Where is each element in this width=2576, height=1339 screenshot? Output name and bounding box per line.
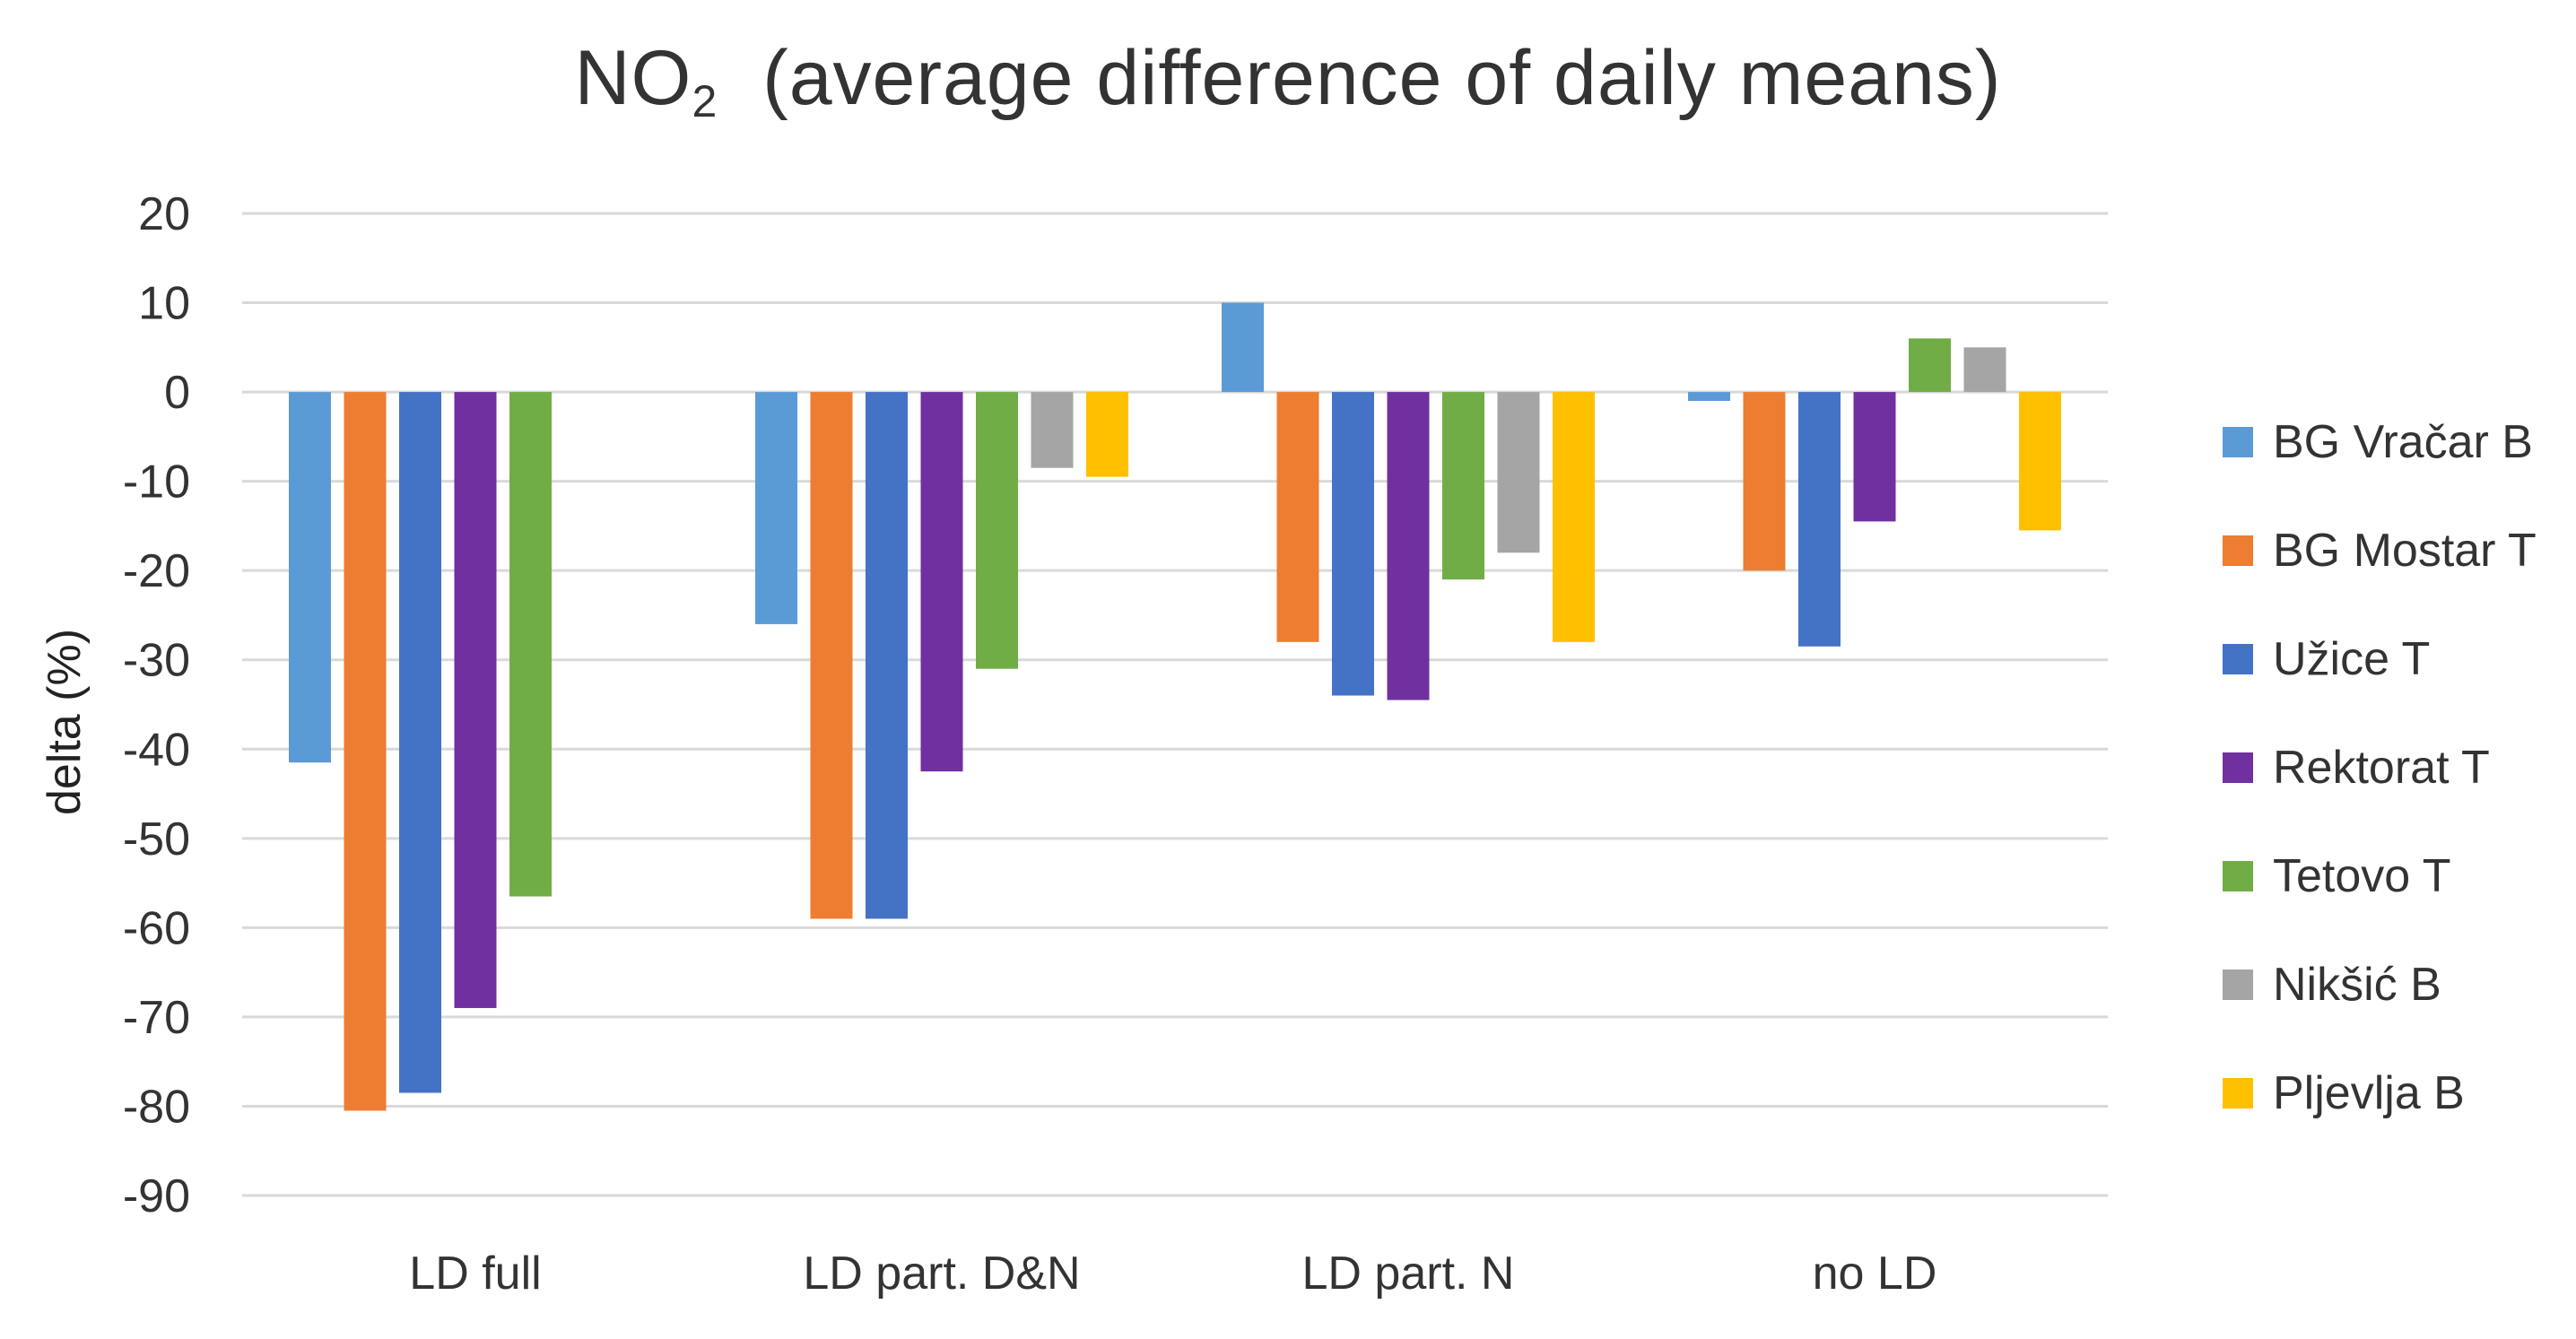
legend-swatch <box>2223 643 2253 674</box>
bar-3-7 <box>1553 392 1595 642</box>
bar-4-5 <box>1909 338 1951 393</box>
legend-swatch <box>2223 535 2253 566</box>
bar-4-7 <box>2019 392 2061 531</box>
legend-label: Tetovo T <box>2273 849 2451 902</box>
x-category-label: LD part. N <box>1302 1248 1515 1300</box>
y-tick-label: -70 <box>123 992 190 1044</box>
x-category-label: LD part. D&N <box>803 1248 1080 1300</box>
y-tick-label: -20 <box>123 545 190 597</box>
bar-4-3 <box>1798 392 1841 647</box>
legend: BG Vračar B BG Mostar T Užice T Rektorat T T… <box>2223 387 2537 1147</box>
y-tick-label: 20 <box>138 188 190 240</box>
y-tick-label: 10 <box>138 278 190 330</box>
bar-3-6 <box>1497 392 1540 553</box>
y-tick-label: -90 <box>123 1170 190 1222</box>
bar-4-1 <box>1688 392 1730 402</box>
legend-label: BG Mostar T <box>2273 524 2537 577</box>
bar-2-5 <box>976 392 1018 669</box>
legend-swatch <box>2223 1077 2253 1109</box>
legend-item: Rektorat T <box>2223 713 2537 822</box>
legend-label: Nikšić B <box>2273 958 2441 1011</box>
bar-2-6 <box>1031 392 1074 468</box>
y-tick-label: -30 <box>123 635 190 687</box>
bar-4-4 <box>1853 392 1896 522</box>
legend-label: Pljevlja B <box>2273 1066 2465 1119</box>
legend-item: Nikšić B <box>2223 930 2537 1039</box>
y-tick-label: -60 <box>123 902 190 954</box>
legend-item: Pljevlja B <box>2223 1039 2537 1147</box>
chart-title-rest: (average difference of daily means) <box>762 35 2002 121</box>
legend-swatch <box>2223 752 2253 783</box>
bar-2-2 <box>810 392 853 919</box>
bar-1-5 <box>509 392 552 897</box>
bar-3-4 <box>1387 392 1430 700</box>
legend-item: Užice T <box>2223 604 2537 713</box>
x-category-label: LD full <box>409 1248 541 1300</box>
legend-item: BG Mostar T <box>2223 496 2537 604</box>
y-tick-label: -40 <box>123 724 190 776</box>
y-tick-label: 0 <box>164 367 190 419</box>
legend-swatch <box>2223 426 2253 457</box>
bar-2-4 <box>920 392 963 772</box>
bar-2-1 <box>755 392 797 624</box>
chart-title-subscript: 2 <box>692 76 718 126</box>
bar-2-3 <box>866 392 908 919</box>
legend-label: BG Vračar B <box>2273 415 2533 468</box>
bar-3-2 <box>1276 392 1319 642</box>
x-category-label: no LD <box>1813 1248 1937 1300</box>
y-tick-label: -10 <box>123 456 190 509</box>
y-tick-label: -50 <box>123 813 190 865</box>
bar-2-7 <box>1086 392 1128 477</box>
bar-3-3 <box>1332 392 1374 696</box>
y-axis-label: delta (%) <box>39 628 91 816</box>
legend-label: Užice T <box>2273 632 2431 685</box>
legend-swatch <box>2223 969 2253 1000</box>
bar-3-1 <box>1222 302 1264 393</box>
bar-1-1 <box>289 392 331 763</box>
bar-1-2 <box>344 392 387 1111</box>
bar-4-2 <box>1743 392 1786 571</box>
bar-1-3 <box>399 392 441 1093</box>
bar-3-5 <box>1442 392 1484 580</box>
legend-swatch <box>2223 860 2253 891</box>
chart-title-main: NO <box>574 35 692 121</box>
bar-1-4 <box>454 392 497 1008</box>
bar-4-6 <box>1963 347 2006 393</box>
legend-label: Rektorat T <box>2273 741 2490 794</box>
y-tick-label: -80 <box>123 1081 190 1133</box>
chart-title: NO2 (average difference of daily means) <box>0 34 2576 127</box>
legend-item: BG Vračar B <box>2223 387 2537 496</box>
legend-item: Tetovo T <box>2223 822 2537 930</box>
